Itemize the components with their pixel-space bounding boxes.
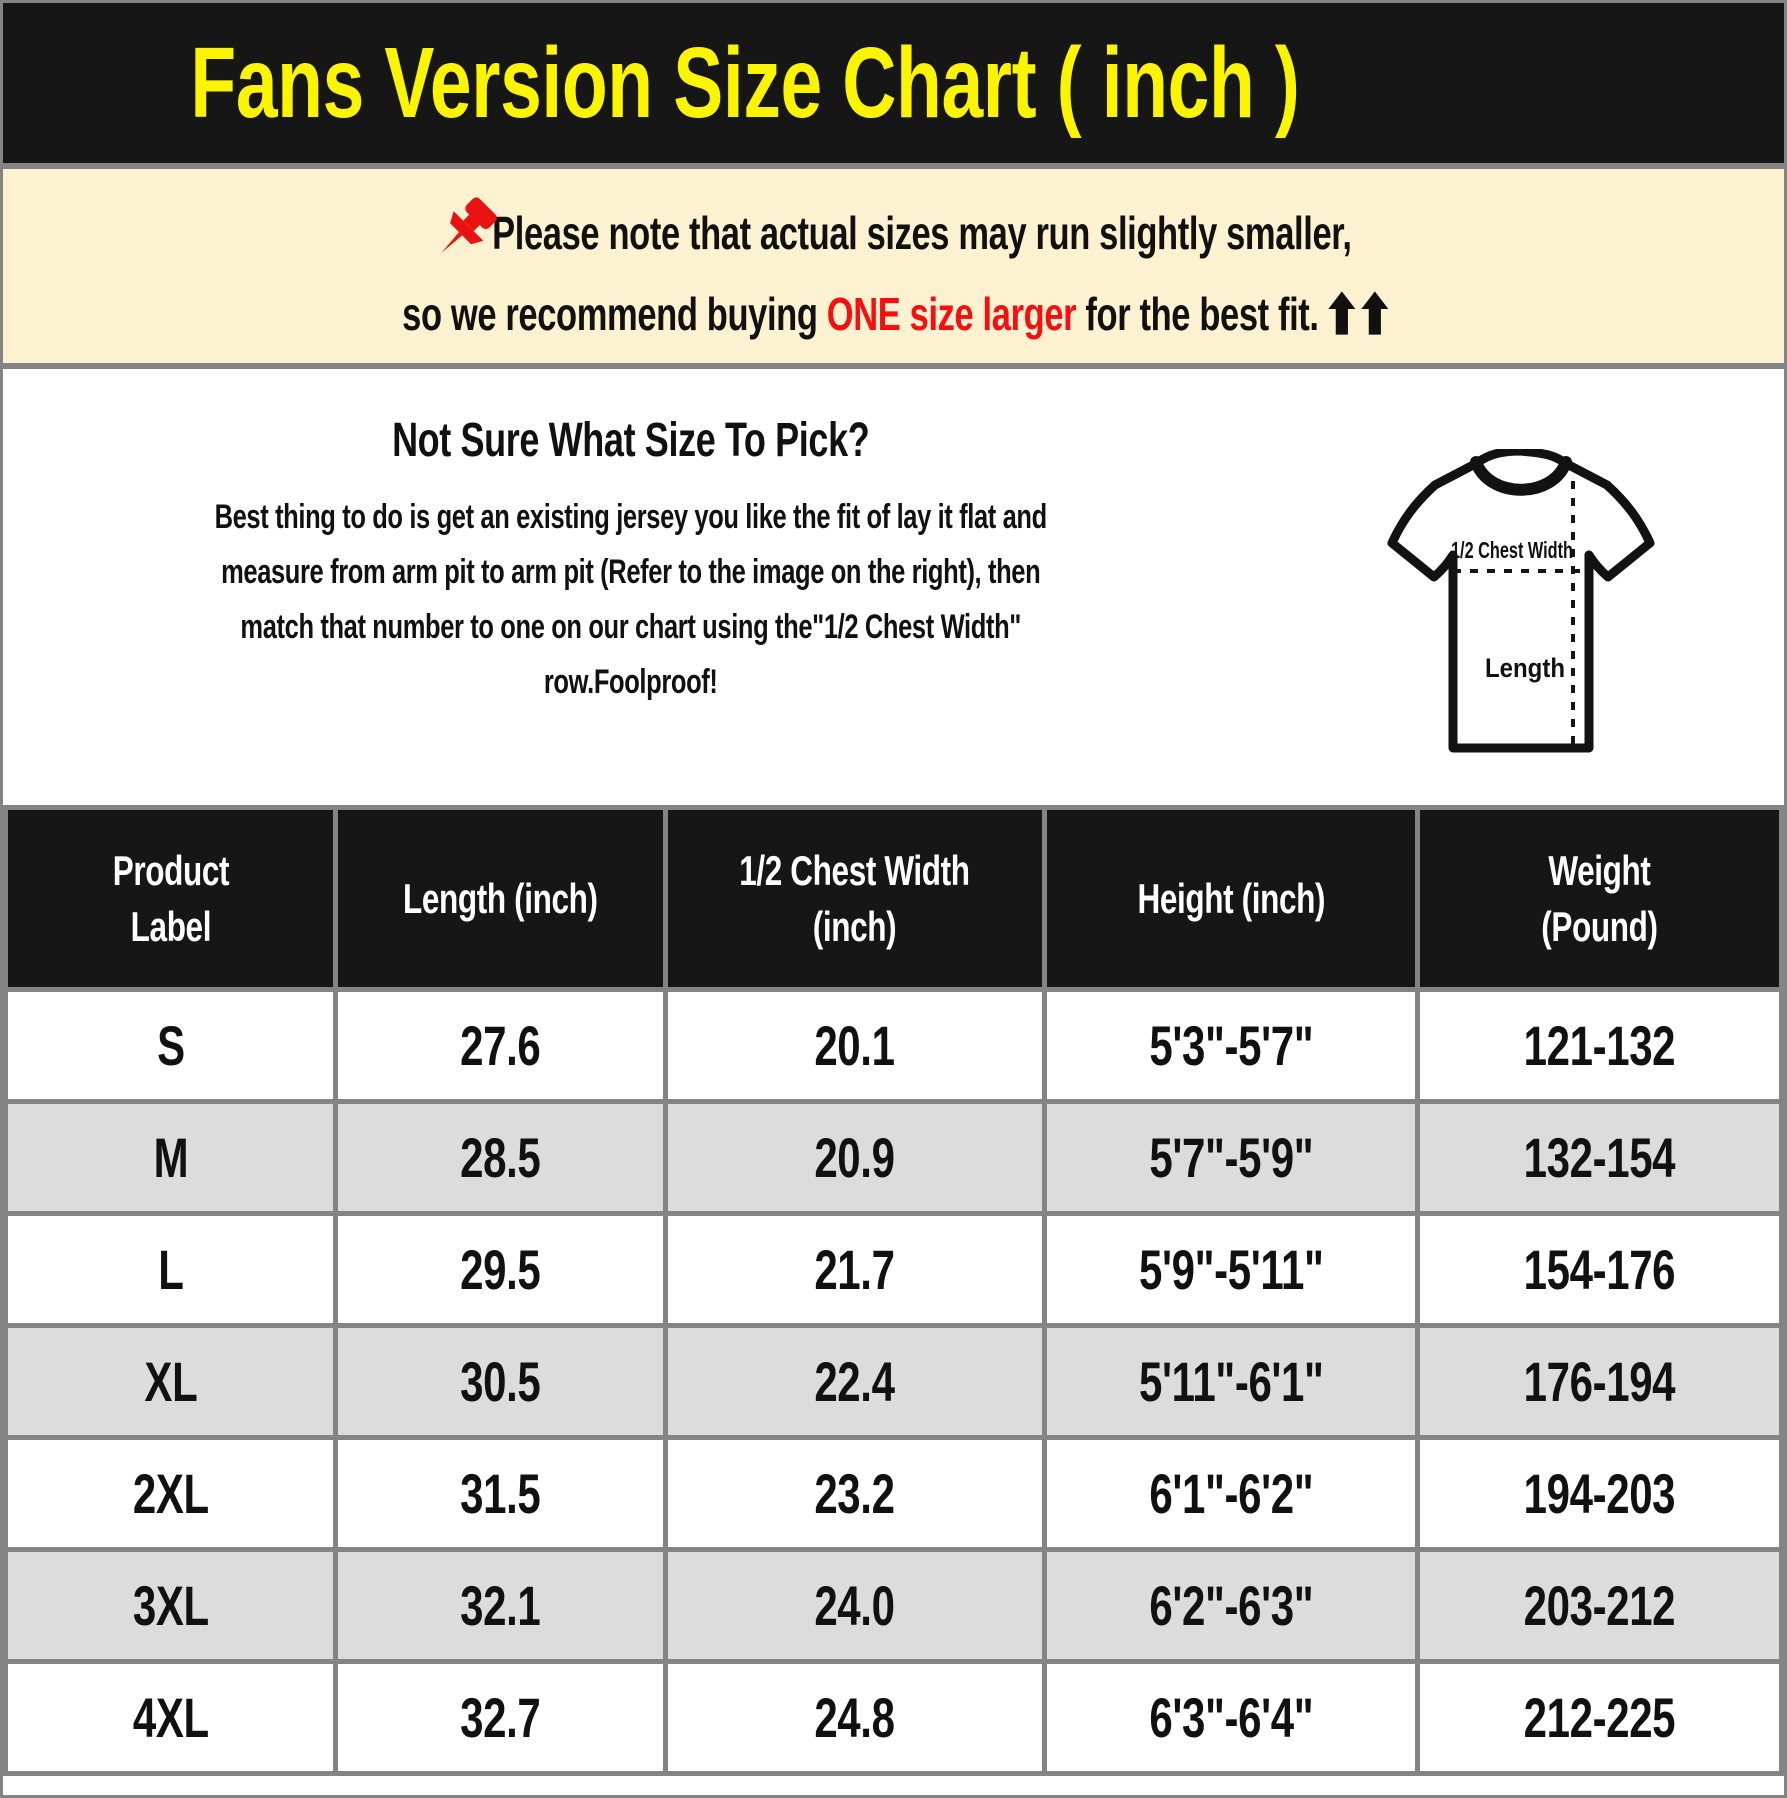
cell-size-label: S — [2, 987, 339, 1104]
tshirt-measurement-diagram-icon: 1/2 Chest Width Length — [1387, 449, 1655, 753]
cell-chest: 23.2 — [662, 1435, 1047, 1552]
cell-size-label: M — [2, 1099, 339, 1216]
cell-chest: 20.1 — [662, 987, 1047, 1104]
size-chart-table: Product Label Length (inch) 1/2 Chest Wi… — [2, 805, 1785, 1776]
sizing-guide-section: Not Sure What Size To Pick? Best thing t… — [3, 369, 1784, 805]
cell-height: 5'11"-6'1" — [1041, 1323, 1420, 1440]
cell-chest: 21.7 — [662, 1211, 1047, 1328]
length-label: Length — [1485, 653, 1565, 683]
col-header-chest-width: 1/2 Chest Width (inch) — [662, 805, 1047, 992]
table-row-4xl: 4XL 32.7 24.8 6'3"-6'4" 212-225 — [2, 1659, 1785, 1776]
notice-banner: Please note that actual sizes may run sl… — [3, 169, 1784, 363]
cell-chest: 22.4 — [662, 1323, 1047, 1440]
page-title: Fans Version Size Chart ( inch ) — [190, 26, 1300, 139]
up-arrow-icon — [1346, 287, 1390, 341]
cell-weight: 132-154 — [1414, 1099, 1785, 1216]
table-row-s: S 27.6 20.1 5'3"-5'7" 121-132 — [2, 987, 1785, 1104]
guide-body-text: Best thing to do is get an existing jers… — [214, 498, 1047, 701]
divider — [3, 363, 1784, 369]
cell-weight: 121-132 — [1414, 987, 1785, 1104]
cell-height: 5'3"-5'7" — [1041, 987, 1420, 1104]
cell-weight: 154-176 — [1414, 1211, 1785, 1328]
cell-height: 5'9"-5'11" — [1041, 1211, 1420, 1328]
cell-height: 5'7"-5'9" — [1041, 1099, 1420, 1216]
cell-weight: 203-212 — [1414, 1547, 1785, 1664]
cell-size-label: XL — [2, 1323, 339, 1440]
cell-size-label: 2XL — [2, 1435, 339, 1552]
table-row-m: M 28.5 20.9 5'7"-5'9" 132-154 — [2, 1099, 1785, 1216]
notice-text-1: Please note that actual sizes may run sl… — [492, 207, 1352, 259]
guide-text-column: Not Sure What Size To Pick? Best thing t… — [3, 369, 1258, 805]
table-row-2xl: 2XL 31.5 23.2 6'1"-6'2" 194-203 — [2, 1435, 1785, 1552]
cell-size-label: L — [2, 1211, 339, 1328]
cell-size-label: 4XL — [2, 1659, 339, 1776]
col-header-height: Height (inch) — [1041, 805, 1420, 992]
cell-length: 29.5 — [333, 1211, 668, 1328]
notice-text-2-prefix: so we recommend buying — [402, 288, 827, 340]
cell-length: 32.7 — [333, 1659, 668, 1776]
cell-chest: 24.8 — [662, 1659, 1047, 1776]
cell-length: 28.5 — [333, 1099, 668, 1216]
pushpin-icon — [426, 195, 502, 269]
cell-length: 32.1 — [333, 1547, 668, 1664]
notice-text-2-suffix: for the best fit. — [1076, 288, 1320, 340]
cell-size-label: 3XL — [2, 1547, 339, 1664]
notice-line-2: so we recommend buying ONE size larger f… — [3, 287, 1784, 341]
table-row-3xl: 3XL 32.1 24.0 6'2"-6'3" 203-212 — [2, 1547, 1785, 1664]
cell-length: 30.5 — [333, 1323, 668, 1440]
cell-height: 6'3"-6'4" — [1041, 1659, 1420, 1776]
divider — [3, 163, 1784, 169]
col-header-length: Length (inch) — [333, 805, 668, 992]
guide-diagram-column: 1/2 Chest Width Length — [1258, 369, 1784, 805]
cell-weight: 176-194 — [1414, 1323, 1785, 1440]
cell-chest: 20.9 — [662, 1099, 1047, 1216]
table-header-row: Product Label Length (inch) 1/2 Chest Wi… — [2, 805, 1785, 992]
chest-width-label: 1/2 Chest Width — [1451, 537, 1573, 563]
cell-weight: 194-203 — [1414, 1435, 1785, 1552]
cell-weight: 212-225 — [1414, 1659, 1785, 1776]
up-arrow-icon — [1313, 287, 1357, 341]
cell-chest: 24.0 — [662, 1547, 1047, 1664]
cell-length: 31.5 — [333, 1435, 668, 1552]
guide-heading: Not Sure What Size To Pick? — [391, 414, 870, 467]
col-header-weight: Weight (Pound) — [1414, 805, 1785, 992]
notice-line-1: Please note that actual sizes may run sl… — [3, 195, 1784, 269]
cell-height: 6'2"-6'3" — [1041, 1547, 1420, 1664]
cell-height: 6'1"-6'2" — [1041, 1435, 1420, 1552]
table-row-l: L 29.5 21.7 5'9"-5'11" 154-176 — [2, 1211, 1785, 1328]
cell-length: 27.6 — [333, 987, 668, 1104]
table-row-xl: XL 30.5 22.4 5'11"-6'1" 176-194 — [2, 1323, 1785, 1440]
title-bar: Fans Version Size Chart ( inch ) — [3, 3, 1784, 163]
col-header-product-label: Product Label — [2, 805, 339, 992]
notice-highlight: ONE size larger — [826, 288, 1077, 340]
